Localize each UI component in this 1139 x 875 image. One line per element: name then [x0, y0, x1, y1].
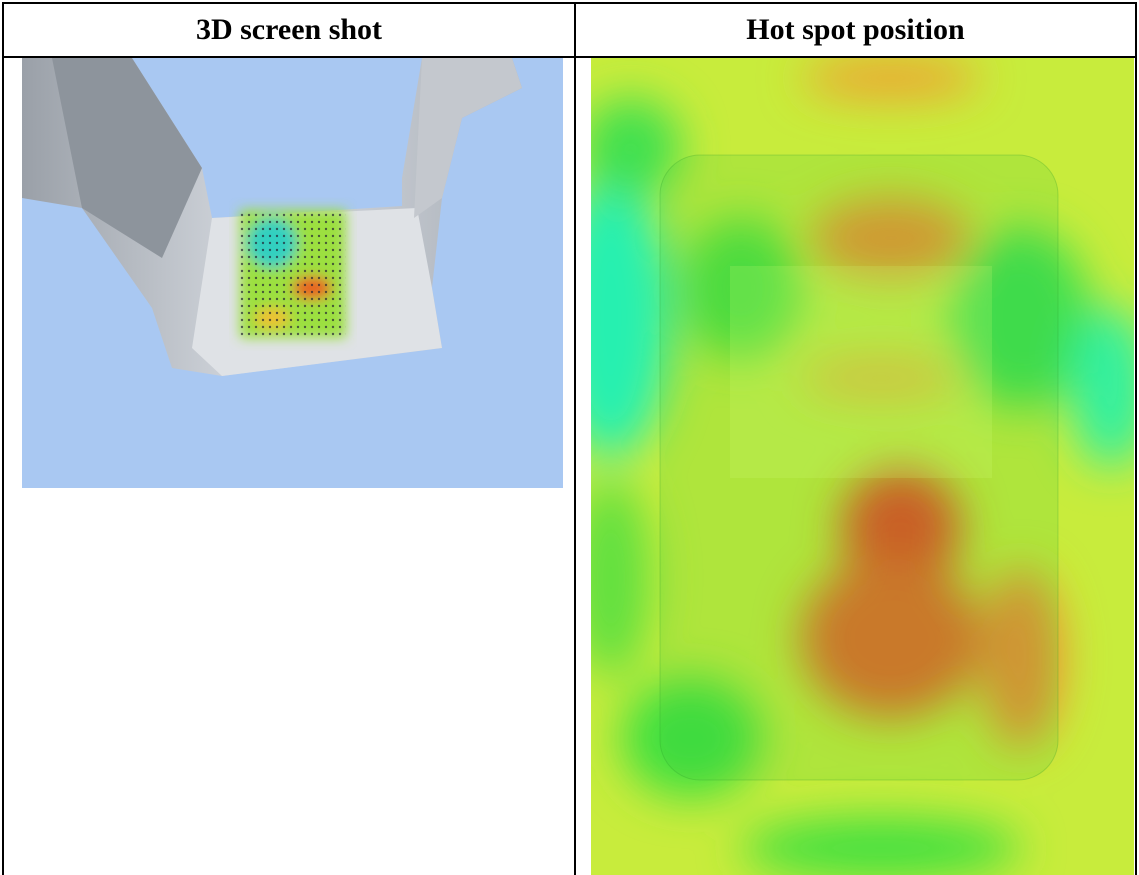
border-top: [2, 2, 1137, 4]
border-left: [2, 2, 4, 875]
border-middle: [574, 2, 576, 875]
screenshot-3d: [22, 58, 563, 488]
border-right: [1135, 2, 1137, 875]
header-cell: Hot spot position: [746, 13, 965, 46]
hot-spot-map: [591, 58, 1134, 875]
header-rule: [2, 56, 1137, 58]
header-cell: 3D screen shot: [195, 13, 383, 46]
